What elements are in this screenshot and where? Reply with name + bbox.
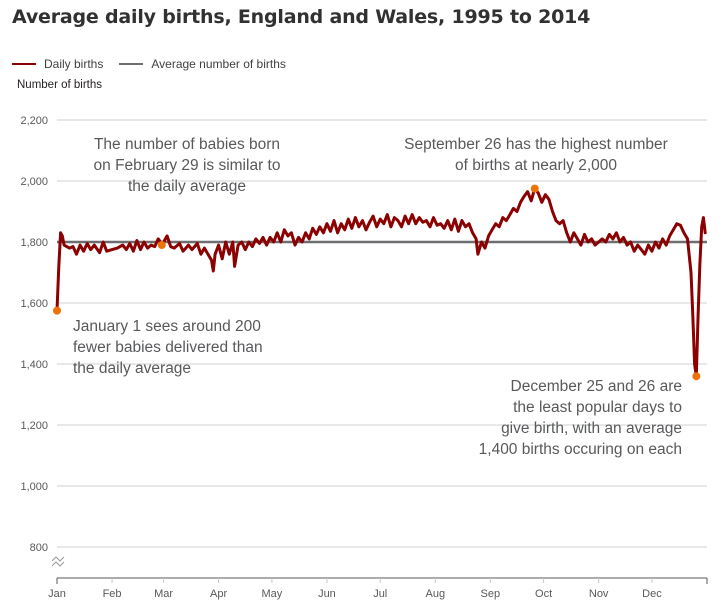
annotation-line: give birth, with an average: [501, 420, 682, 437]
annotation-line: December 25 and 26 are: [511, 378, 682, 395]
legend-item-daily-births: Daily births: [12, 57, 103, 71]
legend-swatch-daily-births: [12, 63, 36, 65]
annotation-line: of births at nearly 2,000: [455, 157, 617, 174]
y-axis-title: Number of births: [17, 79, 103, 91]
series-group: [55, 187, 707, 378]
daily-births-line: [55, 187, 707, 378]
annotations: The number of babies born on February 29 …: [73, 136, 682, 458]
highlight-point: [157, 241, 166, 250]
annotation-dec25: December 25 and 26 are the least popular …: [479, 378, 682, 458]
x-tick-label: Oct: [535, 588, 552, 600]
legend-item-average: Average number of births: [119, 57, 286, 71]
annotation-line: on February 29 is similar to: [94, 157, 281, 174]
annotation-jan1: January 1 sees around 200 fewer babies de…: [73, 318, 263, 377]
legend: Daily births Average number of births: [12, 57, 302, 71]
y-tick-label: 1,000: [20, 481, 48, 493]
y-tick-label: 1,800: [20, 237, 48, 249]
axis-break-icon: [51, 556, 65, 567]
x-tick-label: Apr: [210, 588, 227, 600]
y-tick-label: 1,600: [20, 298, 48, 310]
y-tick-label: 1,400: [20, 359, 48, 371]
x-tick-label: Mar: [154, 588, 173, 600]
x-tick-label: Dec: [642, 588, 662, 600]
legend-swatch-average: [119, 63, 144, 65]
highlight-points: [53, 184, 701, 381]
legend-label-average: Average number of births: [151, 57, 286, 71]
x-tick-label: Aug: [425, 588, 445, 600]
y-tick-label: 2,000: [20, 176, 48, 188]
highlight-point: [692, 372, 701, 381]
annotation-line: September 26 has the highest number: [404, 136, 668, 153]
chart-title: Average daily births, England and Wales,…: [12, 6, 591, 28]
annotation-line: 1,400 births occuring on each: [479, 441, 682, 458]
annotation-line: The number of babies born: [94, 136, 280, 153]
annotation-feb29: The number of babies born on February 29 …: [94, 136, 281, 195]
y-tick-label: 2,200: [20, 115, 48, 127]
y-tick-label: 1,200: [20, 420, 48, 432]
y-axis-ticks: 800 1,000 1,200 1,400 1,600 1,800 2,000 2,200: [20, 115, 48, 554]
annotation-line: the daily average: [128, 178, 246, 195]
x-axis: Jan Feb Mar Apr May Jun Jul Aug Sep Oct Nov Dec: [48, 577, 708, 600]
annotation-sep26: September 26 has the highest number of bi…: [404, 136, 668, 174]
x-tick-label: Sep: [481, 588, 501, 600]
highlight-point: [53, 306, 61, 315]
x-tick-label: Nov: [589, 588, 609, 600]
x-tick-label: Jan: [48, 588, 66, 600]
x-tick-label: Jun: [318, 588, 336, 600]
legend-label-daily-births: Daily births: [44, 57, 104, 71]
y-tick-label: 800: [30, 542, 48, 554]
highlight-point: [530, 184, 539, 193]
annotation-line: January 1 sees around 200: [73, 318, 261, 335]
x-tick-label: Feb: [103, 588, 122, 600]
annotation-line: the daily average: [73, 360, 191, 377]
x-tick-label: Jul: [373, 588, 387, 600]
x-tick-label: May: [262, 588, 283, 600]
annotation-line: the least popular days to: [513, 399, 682, 416]
annotation-line: fewer babies delivered than: [73, 339, 263, 356]
